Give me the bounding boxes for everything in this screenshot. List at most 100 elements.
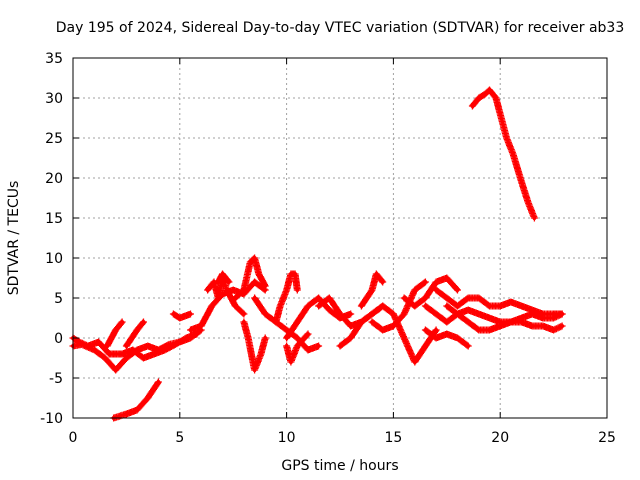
y-tick-label: 5 — [54, 291, 63, 307]
data-point — [120, 320, 125, 324]
data-point — [466, 296, 471, 300]
data-point — [216, 296, 221, 300]
data-point — [306, 348, 310, 352]
data-point — [263, 336, 268, 340]
data-point — [444, 304, 449, 308]
data-point — [487, 88, 492, 92]
data-point — [359, 320, 364, 324]
data-point — [455, 304, 460, 308]
data-point — [241, 288, 246, 292]
series-sat-j — [231, 254, 269, 302]
data-point — [526, 200, 530, 204]
data-point — [103, 356, 107, 360]
data-point — [476, 96, 481, 100]
data-point — [231, 288, 236, 292]
data-point — [444, 332, 449, 336]
series-sat-b — [69, 330, 201, 362]
data-point — [92, 348, 97, 352]
series-sat-y — [443, 302, 566, 334]
series-sat-x — [432, 286, 566, 318]
data-point — [551, 312, 556, 316]
data-point — [209, 304, 214, 308]
data-point — [295, 288, 300, 292]
x-tick-label: 5 — [175, 430, 184, 446]
chart-title: Day 195 of 2024, Sidereal Day-to-day VTE… — [56, 20, 625, 36]
x-tick-label: 15 — [384, 430, 402, 446]
data-point — [233, 304, 238, 308]
data-point — [434, 280, 439, 284]
y-tick-label: 25 — [45, 131, 63, 147]
data-point — [284, 344, 289, 348]
data-point — [241, 312, 246, 316]
data-point — [508, 300, 513, 304]
y-axis-label: SDTVAR / TECUs — [6, 181, 22, 296]
data-point — [348, 324, 353, 328]
data-point — [483, 92, 488, 96]
x-tick-label: 20 — [491, 430, 509, 446]
x-tick-label: 25 — [598, 430, 616, 446]
data-point — [466, 344, 471, 348]
data-point — [220, 272, 225, 276]
y-tick-label: 10 — [45, 251, 63, 267]
data-point — [120, 352, 125, 356]
data-point — [380, 304, 385, 308]
data-point — [498, 324, 503, 328]
data-point — [470, 104, 475, 108]
data-point — [145, 396, 150, 400]
x-axis-label: GPS time / hours — [281, 458, 398, 474]
series-sat-q — [336, 302, 387, 350]
data-point — [173, 342, 178, 347]
y-tick-label: 20 — [45, 171, 63, 187]
data-point — [498, 112, 503, 116]
data-point — [391, 312, 396, 316]
data-point — [135, 328, 140, 332]
data-point — [560, 312, 565, 316]
data-point — [259, 352, 263, 356]
data-point — [263, 312, 268, 316]
data-point — [135, 408, 140, 412]
data-point — [487, 316, 492, 320]
x-tick-label: 0 — [69, 430, 78, 446]
data-point — [284, 336, 289, 340]
data-point — [252, 368, 257, 372]
data-point — [370, 320, 374, 324]
data-point — [444, 276, 449, 280]
data-point — [348, 336, 353, 340]
data-point — [156, 380, 161, 384]
data-point — [295, 320, 300, 324]
data-point — [380, 280, 385, 284]
data-point — [511, 152, 515, 156]
series-sat-u — [400, 274, 461, 310]
data-point — [273, 320, 278, 324]
data-point — [519, 180, 524, 184]
data-point — [86, 344, 90, 348]
data-point — [124, 412, 129, 416]
data-point — [212, 280, 216, 284]
data-point — [530, 324, 535, 328]
data-point — [96, 340, 101, 344]
data-point — [306, 304, 310, 308]
data-point — [476, 312, 481, 316]
data-point — [130, 348, 135, 352]
data-point — [295, 336, 300, 340]
data-point — [177, 316, 182, 320]
data-point — [348, 312, 353, 316]
series-sat-r — [357, 270, 387, 310]
data-point — [455, 312, 460, 316]
data-point — [508, 320, 513, 324]
data-point — [434, 288, 439, 292]
data-point — [327, 308, 332, 312]
series-sat-o — [283, 294, 355, 342]
data-point — [434, 336, 439, 340]
data-point — [263, 288, 268, 292]
data-point — [105, 344, 110, 348]
data-point — [288, 360, 293, 364]
x-axis: 0 5 10 15 20 25 — [69, 58, 616, 446]
data-point — [444, 320, 449, 324]
data-point — [466, 308, 471, 312]
data-point — [530, 308, 535, 312]
series-sat-v — [421, 326, 472, 350]
data-point — [256, 272, 261, 276]
